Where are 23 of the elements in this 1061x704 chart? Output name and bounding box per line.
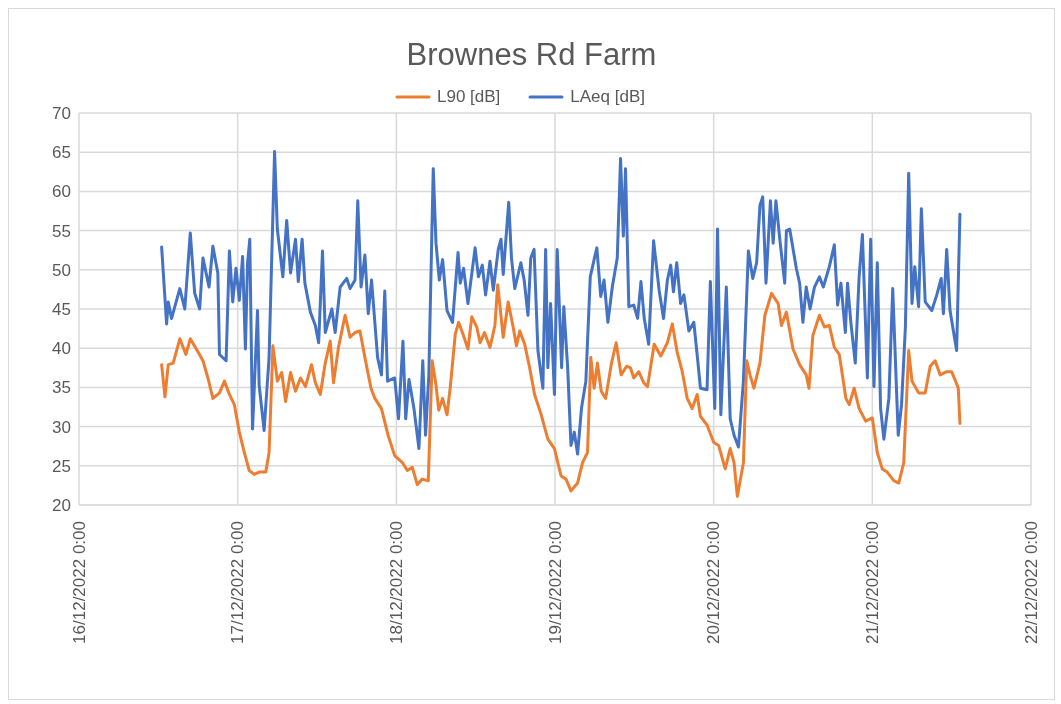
line-series: [160, 149, 962, 456]
legend-label: LAeq [dB]: [569, 87, 645, 107]
y-tick-label: 70: [52, 104, 71, 124]
chart-title: Brownes Rd Farm: [405, 36, 658, 74]
y-tick-label: 35: [52, 378, 71, 398]
x-tick-label: 18/12/2022 0:00: [386, 521, 406, 644]
y-tick-label: 55: [52, 221, 71, 241]
y-tick-label: 20: [52, 496, 71, 516]
y-tick-label: 40: [52, 339, 71, 359]
y-tick-label: 25: [52, 456, 71, 476]
y-tick-label: 30: [52, 417, 71, 437]
x-tick-label: 20/12/2022 0:00: [704, 521, 724, 644]
y-tick-label: 60: [52, 182, 71, 202]
x-tick-label: 16/12/2022 0:00: [69, 521, 89, 644]
line-series: [160, 283, 962, 498]
x-tick-label: 21/12/2022 0:00: [862, 521, 882, 644]
x-tick-label: 22/12/2022 0:00: [1021, 521, 1041, 644]
x-tick-label: 19/12/2022 0:00: [545, 521, 565, 644]
x-tick-label: 17/12/2022 0:00: [228, 521, 248, 644]
y-tick-label: 50: [52, 260, 71, 280]
y-tick-label: 65: [52, 143, 71, 163]
y-tick-label: 45: [52, 300, 71, 320]
legend-label: L90 [dB]: [436, 87, 501, 107]
